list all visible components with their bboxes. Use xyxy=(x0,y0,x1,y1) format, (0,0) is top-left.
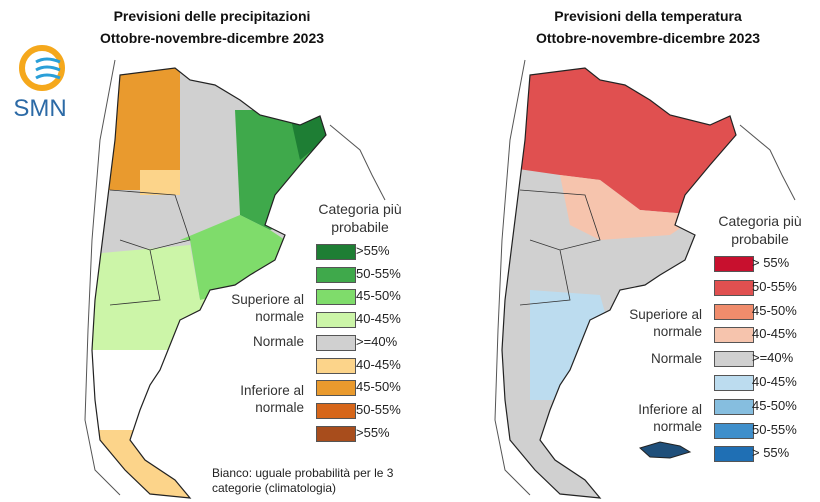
legend-label: >=40% xyxy=(752,350,794,366)
legend-label: 40-45% xyxy=(752,374,797,389)
group-label: Inferiore al normale xyxy=(240,382,304,415)
legend-label: > 55% xyxy=(752,445,790,461)
legend-title: Categoria più probabile xyxy=(318,201,402,235)
legend-label: >55% xyxy=(356,243,390,258)
logo-text: SMN xyxy=(13,95,66,122)
legend-swatch xyxy=(316,266,356,283)
precip-map xyxy=(92,68,326,498)
coastline xyxy=(84,59,121,496)
legend-label: 40-45% xyxy=(752,326,797,342)
legend-label: 50-55% xyxy=(752,278,797,294)
legend-label: >55% xyxy=(356,424,390,440)
group-label: Superiore al normale xyxy=(231,291,304,324)
legend-swatch xyxy=(714,303,754,320)
legend-swatch xyxy=(316,425,356,442)
legend-swatch xyxy=(714,351,754,368)
coastline xyxy=(494,59,531,496)
legend-swatch xyxy=(714,422,754,439)
legend-label: > 55% xyxy=(752,255,790,270)
group-label: Superiore al normale xyxy=(629,306,702,339)
legend-swatch xyxy=(316,312,356,329)
legend-swatch xyxy=(714,256,754,272)
border xyxy=(739,124,796,201)
legend-swatch xyxy=(316,357,356,374)
panel-title: Previsioni delle precipitazioni xyxy=(113,8,311,24)
border xyxy=(329,124,386,201)
legend-label: >=40% xyxy=(356,333,398,349)
legend-label: 50-55% xyxy=(356,401,401,417)
legend-label: 45-50% xyxy=(356,379,401,395)
legend-swatch xyxy=(316,244,356,260)
logo-ring xyxy=(19,45,65,91)
legend-label: 40-45% xyxy=(356,356,401,372)
legend-label: 45-50% xyxy=(356,288,401,304)
group-label: Inferiore al normale xyxy=(638,401,702,434)
group-label: Normale xyxy=(252,334,304,350)
legend-label: 50-55% xyxy=(752,421,797,437)
legend-swatch xyxy=(714,279,754,296)
legend-swatch xyxy=(316,380,356,397)
legend-title: Categoria più probabile xyxy=(718,213,802,247)
logo-waves xyxy=(35,57,61,80)
legend-swatch xyxy=(316,289,356,306)
panel-subtitle: Ottobre-novembre-dicembre 2023 xyxy=(99,30,325,46)
legend-swatch xyxy=(316,334,356,351)
legend-swatch xyxy=(316,402,356,419)
legend-swatch xyxy=(714,446,754,463)
legend-swatch xyxy=(714,327,754,344)
note: Bianco: uguale probabilità per le 3 cate… xyxy=(212,466,394,495)
legend-swatch xyxy=(714,375,754,391)
panel-subtitle: Ottobre-novembre-dicembre 2023 xyxy=(535,30,761,46)
legend-label: 40-45% xyxy=(356,311,401,327)
legend-label: 50-55% xyxy=(356,265,401,281)
legend-swatch xyxy=(714,398,754,415)
legend-label: 45-50% xyxy=(752,397,797,413)
legend-label: 45-50% xyxy=(752,302,797,318)
temp-map xyxy=(502,68,736,498)
panel-title: Previsioni della temperatura xyxy=(554,8,742,24)
group-label: Normale xyxy=(650,350,702,366)
islands xyxy=(639,441,692,459)
